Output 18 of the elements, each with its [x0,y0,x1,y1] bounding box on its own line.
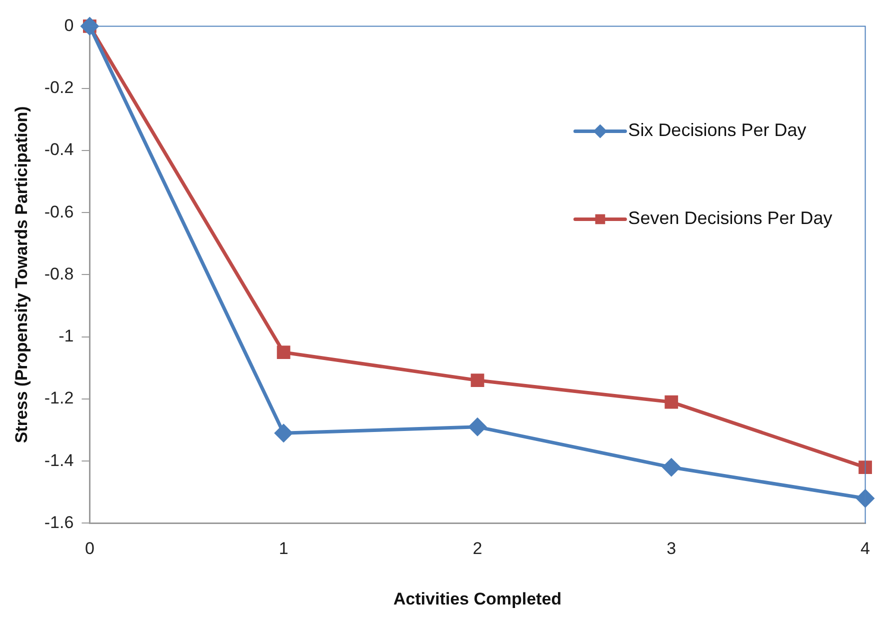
x-tick-label: 0 [84,539,94,558]
y-tick-label: -0.8 [44,264,74,284]
y-tick-label: -1.4 [44,450,74,470]
x-axis-title: Activities Completed [393,589,562,608]
x-tick-label: 2 [472,539,482,558]
y-tick-label: 0 [64,16,74,35]
y-tick-label: -1.6 [44,512,74,532]
legend-label: Six Decisions Per Day [628,120,806,140]
x-tick-label: 1 [278,539,288,558]
y-axis-title: Stress (Propensity Towards Participation) [12,106,31,444]
y-tick-label: -1 [58,326,74,346]
x-tick-label: 3 [666,539,676,558]
y-tick-label: -0.2 [44,78,74,98]
y-tick-label: -0.6 [44,202,74,222]
legend-label: Seven Decisions Per Day [628,208,832,228]
y-tick-label: -1.2 [44,388,74,408]
y-tick-label: -0.4 [44,140,74,160]
x-tick-label: 4 [860,539,870,558]
